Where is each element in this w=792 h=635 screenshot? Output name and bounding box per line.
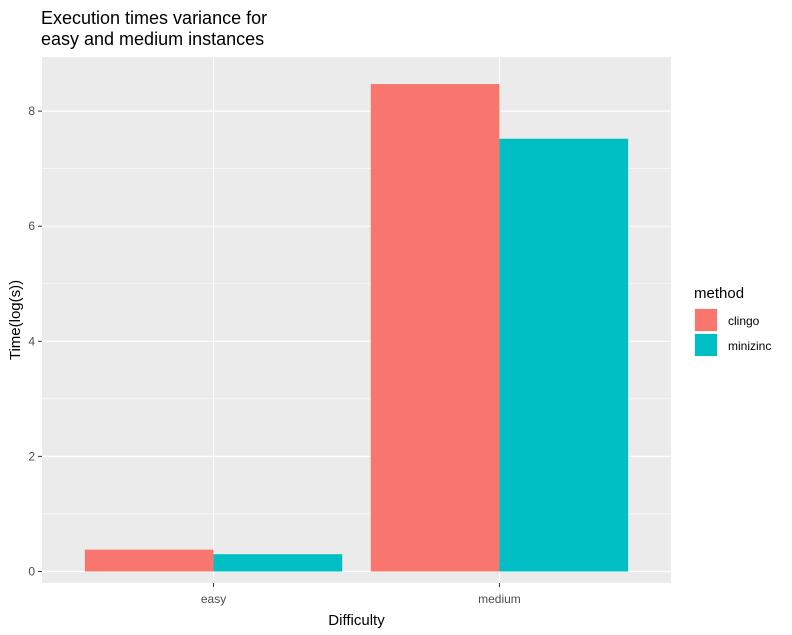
bar-minizinc-easy — [213, 554, 343, 572]
legend-title: method — [694, 285, 744, 302]
y-tick-label: 0 — [28, 564, 35, 578]
bars — [84, 84, 629, 572]
y-tick-label: 6 — [28, 219, 35, 233]
x-axis-title: Difficulty — [328, 612, 385, 629]
x-tick-label: medium — [478, 592, 521, 606]
x-tick-label: easy — [201, 592, 226, 606]
y-axis-title: Time(log(s)) — [7, 280, 24, 360]
legend-swatch-clingo — [695, 309, 717, 331]
x-axis-ticks: easy medium — [201, 583, 521, 606]
y-tick-label: 4 — [28, 334, 35, 348]
legend: method clingo minizinc — [694, 285, 771, 357]
y-axis-ticks: 0 2 4 6 8 — [28, 104, 42, 578]
y-tick-label: 8 — [28, 104, 35, 118]
bar-clingo-medium — [370, 84, 500, 572]
legend-label-minizinc: minizinc — [728, 339, 771, 353]
chart-title-line-2: easy and medium instances — [41, 29, 264, 49]
bar-clingo-easy — [84, 549, 214, 572]
bar-minizinc-medium — [499, 138, 629, 572]
chart-title-line-1: Execution times variance for — [41, 8, 267, 28]
legend-swatch-minizinc — [695, 334, 717, 356]
y-tick-label: 2 — [28, 449, 35, 463]
legend-label-clingo: clingo — [728, 314, 760, 328]
